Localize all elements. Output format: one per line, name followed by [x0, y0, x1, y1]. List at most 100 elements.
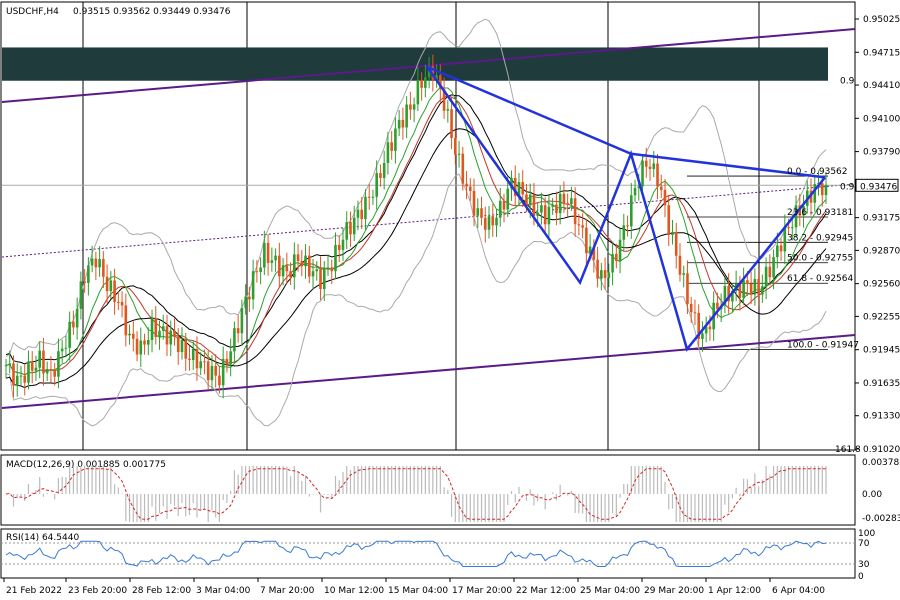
candle-body [738, 283, 742, 298]
candle-body [34, 367, 38, 371]
candle-body [45, 369, 49, 374]
candle-body [225, 358, 229, 365]
candle-body [161, 326, 165, 331]
macd-tick-label: 0.00 [862, 490, 882, 500]
candle-body [270, 260, 274, 263]
candle-body [446, 109, 450, 111]
candle-body [794, 205, 798, 228]
candle-body [585, 227, 588, 254]
candle-body [375, 173, 378, 197]
candle-body [412, 104, 416, 110]
fib-level-label: 100.0 - 0.91947 [787, 340, 859, 350]
candle-body [27, 361, 30, 383]
candle-body [749, 283, 753, 295]
candle-body [304, 255, 307, 267]
candle-body [285, 265, 289, 272]
candle-body [390, 142, 393, 151]
candle-body [716, 302, 719, 310]
candle-body [113, 280, 116, 302]
candle-body [506, 188, 510, 210]
current-price-label: 0.93476 [860, 182, 897, 192]
candle-body [98, 258, 101, 268]
candle-body [674, 231, 678, 256]
candle-body [124, 305, 128, 336]
candle-body [117, 301, 120, 303]
fib-labels: 0.0 - 0.93562 23.6 - 0.93181 38.2 - 0.9294… [787, 167, 859, 350]
candle-body [472, 190, 476, 216]
channel-lower-line [1, 334, 856, 409]
candle-body [8, 363, 12, 366]
candle-body [667, 205, 671, 236]
candle-body [495, 217, 498, 226]
candle-body [615, 254, 618, 261]
candle-body [169, 330, 173, 345]
candle-body [263, 242, 266, 268]
candle-body [468, 186, 472, 191]
candle-body [199, 361, 203, 369]
candle-body [330, 267, 334, 272]
candle-body [293, 254, 296, 278]
candle-body [558, 193, 562, 214]
rsi-line [5, 540, 827, 567]
candle-body [19, 375, 23, 377]
time-tick-label: 17 Mar 20:00 [452, 586, 512, 596]
price-tick-label: 0.93790 [863, 148, 900, 158]
candle-body [573, 198, 577, 225]
price-tick-label: 0.94715 [863, 48, 900, 58]
candle-body [42, 350, 45, 374]
candle-body [768, 266, 772, 278]
bollinger-band-line [5, 173, 827, 427]
candle-body [259, 267, 262, 272]
candle-body [416, 80, 420, 105]
channel-mid-line [1, 183, 856, 258]
time-tick-label: 21 Feb 2022 [6, 586, 62, 596]
candle-body [678, 255, 682, 275]
candle-body [102, 258, 105, 277]
candle-body [457, 153, 461, 155]
candle-body [611, 254, 614, 273]
time-tick-label: 7 Mar 20:00 [260, 586, 315, 596]
candle-body [229, 351, 232, 365]
candle-body [701, 333, 704, 339]
candle-body [813, 184, 817, 203]
candle-body [296, 254, 300, 262]
candle-body [450, 109, 453, 139]
time-tick-label: 1 Apr 12:00 [708, 586, 761, 596]
candle-body [566, 203, 569, 205]
price-line-edge-label: 0.9 [840, 182, 855, 192]
fib-level-label: 38.2 - 0.92945 [787, 233, 853, 243]
price-tick-label: 0.95025 [863, 15, 900, 25]
candles [4, 54, 828, 399]
candle-body [577, 224, 581, 226]
candle-body [12, 363, 15, 386]
macd-tick-label: -0.002834 [862, 514, 900, 524]
fib-level-label: 50.0 - 0.92755 [787, 254, 853, 264]
candle-body [824, 184, 828, 196]
price-tick-label: 0.93175 [863, 214, 900, 224]
bollinger-bands [5, 18, 827, 427]
candle-body [562, 193, 566, 204]
candle-body [731, 290, 734, 302]
candle-body [397, 119, 401, 129]
candle-body [532, 194, 536, 216]
harmonic-outline [426, 65, 826, 179]
candle-body [517, 182, 521, 196]
candle-body [689, 303, 693, 313]
candle-body [345, 222, 349, 240]
candle-body [191, 348, 195, 361]
time-tick-label: 15 Mar 04:00 [388, 586, 448, 596]
candle-body [592, 246, 596, 260]
candle-body [221, 358, 225, 386]
candle-body [356, 209, 360, 218]
candle-body [693, 312, 697, 314]
candle-body [165, 326, 169, 345]
candle-body [120, 301, 124, 306]
macd-histogram [9, 466, 827, 522]
candle-body [435, 75, 438, 80]
candle-body [382, 162, 386, 178]
candle-body [663, 189, 667, 206]
candle-body [214, 365, 217, 376]
macd-axis: 0.003782 0.00 -0.002834 [862, 458, 900, 524]
price-tick-label: 0.94410 [863, 81, 900, 91]
